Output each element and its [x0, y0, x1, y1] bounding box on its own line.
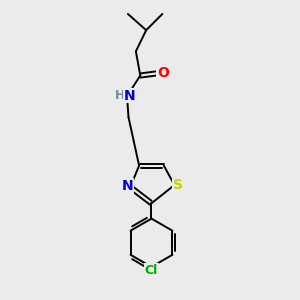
Text: O: O [157, 66, 169, 80]
Text: S: S [173, 178, 183, 192]
Text: N: N [122, 179, 133, 193]
Text: H: H [116, 89, 126, 102]
Text: Cl: Cl [145, 264, 158, 277]
Text: N: N [124, 88, 135, 103]
